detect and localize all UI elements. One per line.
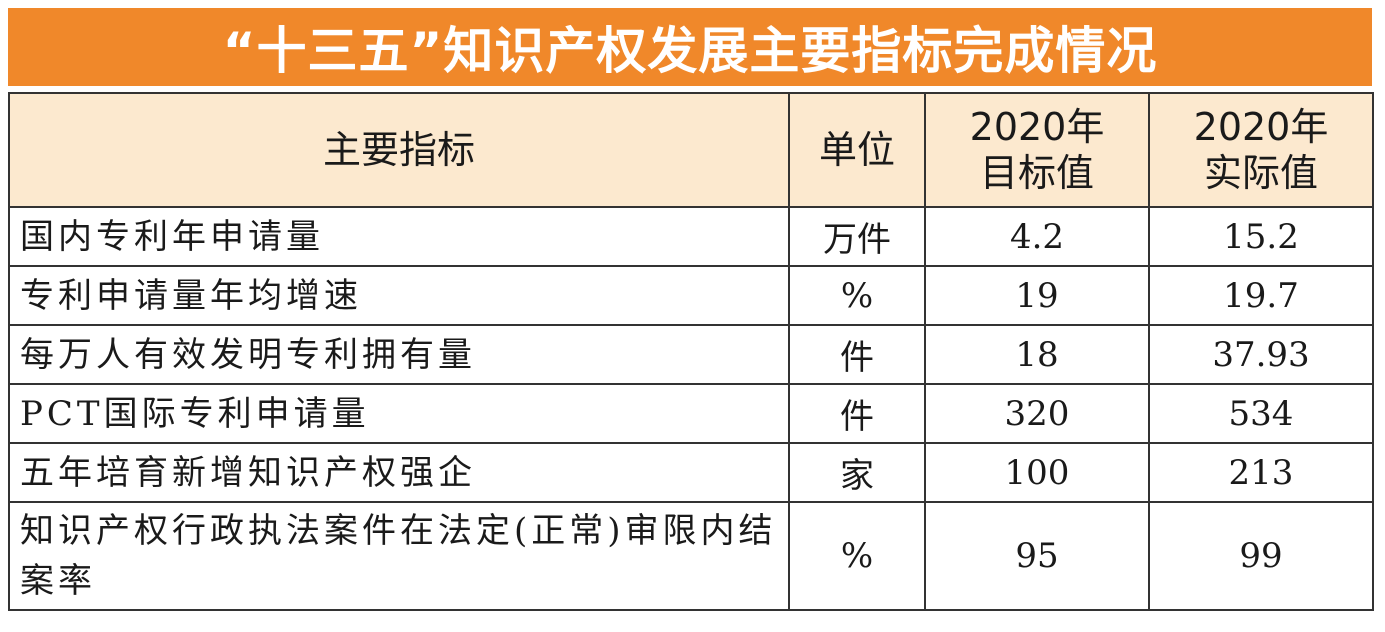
actual-cell: 15.2 <box>1148 206 1374 267</box>
actual-cell: 99 <box>1148 501 1374 611</box>
table-row: 知识产权行政执法案件在法定(正常)审限内结案率 % 95 99 <box>8 501 1374 611</box>
actual-cell: 19.7 <box>1148 265 1374 326</box>
header-target: 2020年 目标值 <box>924 92 1150 208</box>
indicators-table: 主要指标 单位 2020年 目标值 2020年 实际值 国内专利年申请量 万件 … <box>8 92 1374 611</box>
actual-cell: 37.93 <box>1148 324 1374 385</box>
table-row: 五年培育新增知识产权强企 家 100 213 <box>8 442 1374 503</box>
target-cell: 100 <box>924 442 1150 503</box>
header-target-line1: 2020年 <box>969 105 1105 149</box>
indicator-cell: 专利申请量年均增速 <box>8 265 790 326</box>
table-title: “十三五”知识产权发展主要指标完成情况 <box>8 8 1372 86</box>
target-cell: 95 <box>924 501 1150 611</box>
unit-cell: % <box>788 265 926 326</box>
table-row: 专利申请量年均增速 % 19 19.7 <box>8 265 1374 326</box>
target-cell: 4.2 <box>924 206 1150 267</box>
target-cell: 19 <box>924 265 1150 326</box>
header-unit: 单位 <box>788 92 926 208</box>
header-actual-line1: 2020年 <box>1193 105 1329 149</box>
actual-cell: 534 <box>1148 383 1374 444</box>
unit-cell: 件 <box>788 324 926 385</box>
header-row: 主要指标 单位 2020年 目标值 2020年 实际值 <box>8 92 1374 208</box>
indicator-cell: 每万人有效发明专利拥有量 <box>8 324 790 385</box>
header-actual: 2020年 实际值 <box>1148 92 1374 208</box>
header-target-line2: 目标值 <box>979 151 1094 195</box>
target-cell: 18 <box>924 324 1150 385</box>
unit-cell: % <box>788 501 926 611</box>
indicator-cell: 知识产权行政执法案件在法定(正常)审限内结案率 <box>8 501 790 611</box>
table-row: PCT国际专利申请量 件 320 534 <box>8 383 1374 444</box>
unit-cell: 家 <box>788 442 926 503</box>
table-row: 每万人有效发明专利拥有量 件 18 37.93 <box>8 324 1374 385</box>
indicator-cell: PCT国际专利申请量 <box>8 383 790 444</box>
table-row: 国内专利年申请量 万件 4.2 15.2 <box>8 206 1374 267</box>
unit-cell: 件 <box>788 383 926 444</box>
unit-cell: 万件 <box>788 206 926 267</box>
header-indicator: 主要指标 <box>8 92 790 208</box>
actual-cell: 213 <box>1148 442 1374 503</box>
header-actual-line2: 实际值 <box>1203 151 1318 195</box>
indicator-cell: 国内专利年申请量 <box>8 206 790 267</box>
indicator-cell: 五年培育新增知识产权强企 <box>8 442 790 503</box>
target-cell: 320 <box>924 383 1150 444</box>
